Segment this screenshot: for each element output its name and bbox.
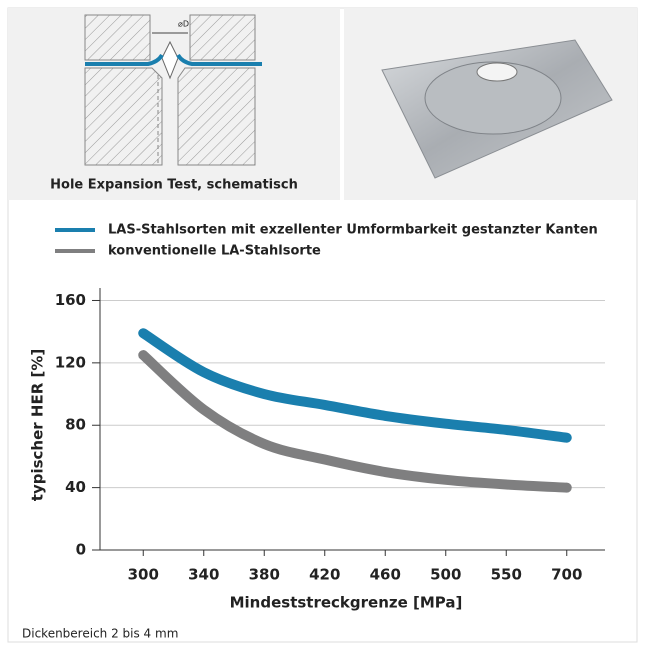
x-tick-label: 550	[491, 566, 522, 584]
x-axis-title: Mindeststreckgrenze [MPa]	[230, 594, 463, 612]
schematic-caption: Hole Expansion Test, schematisch	[50, 178, 298, 193]
y-tick-label: 40	[65, 478, 86, 496]
x-tick-label: 420	[309, 566, 340, 584]
figure: ⌀D Hole Expansion Test, schematisch Dick…	[0, 0, 645, 650]
footnote: Dickenbereich 2 bis 4 mm	[22, 627, 178, 641]
x-tick-label: 340	[188, 566, 219, 584]
legend-label: LAS-Stahlsorten mit exzellenter Umformba…	[108, 223, 598, 238]
x-tick-label: 380	[249, 566, 280, 584]
diameter-label: ⌀D	[178, 20, 189, 29]
series-line	[143, 333, 567, 437]
legend-label: konventionelle LA-Stahlsorte	[108, 244, 321, 259]
x-tick-label: 700	[551, 566, 582, 584]
page: {"header": {"schematic_caption": "Hole E…	[0, 0, 645, 650]
schematic-panel	[8, 8, 340, 200]
x-tick-label: 500	[430, 566, 461, 584]
x-tick-label: 300	[128, 566, 159, 584]
y-tick-label: 160	[55, 291, 86, 309]
y-tick-label: 0	[76, 541, 86, 559]
y-tick-label: 80	[65, 416, 86, 434]
y-tick-label: 120	[55, 353, 86, 371]
x-tick-label: 460	[370, 566, 401, 584]
y-axis-title: typischer HER [%]	[29, 349, 47, 501]
